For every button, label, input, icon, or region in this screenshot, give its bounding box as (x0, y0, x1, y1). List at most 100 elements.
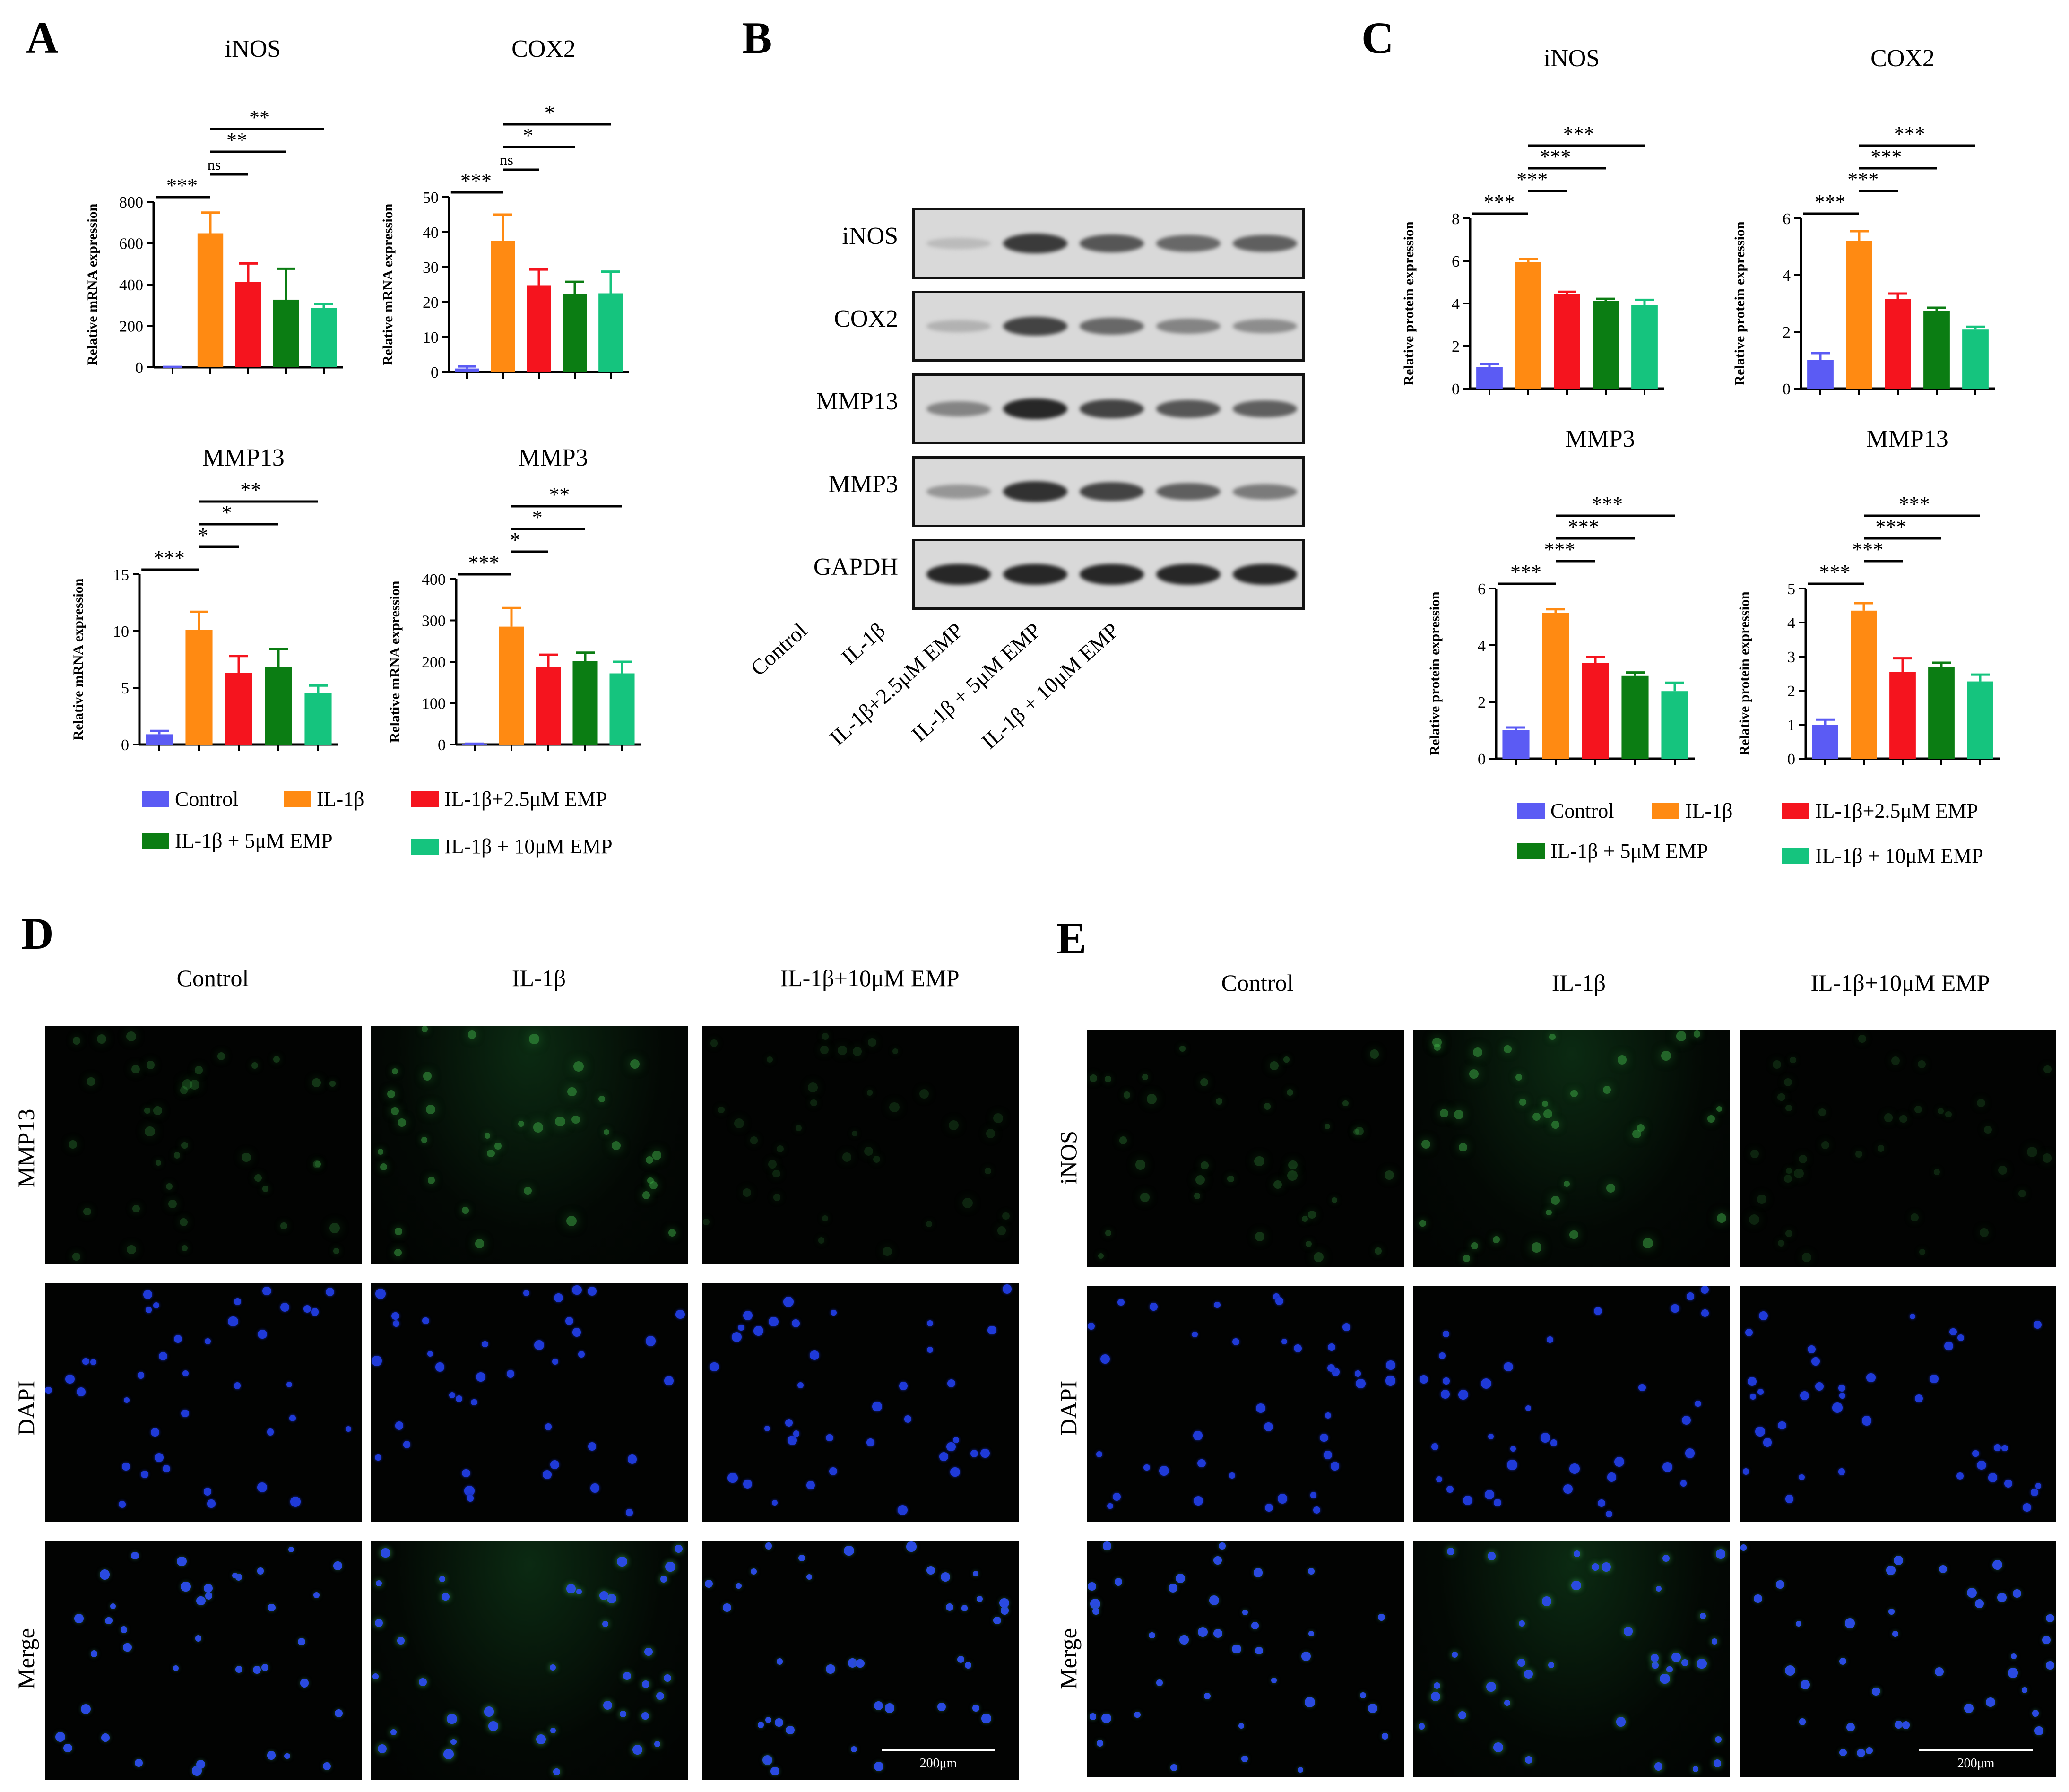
chart-a-mmp3-mrna: MMP3 0 100 200 300 400 Relative mRNA expressio… (387, 444, 641, 754)
bar (1515, 262, 1541, 389)
cell (1355, 1126, 1364, 1135)
cell (1839, 1393, 1845, 1399)
cell (1799, 1718, 1806, 1725)
cell (976, 1595, 983, 1602)
cell (1156, 1679, 1163, 1686)
cell (1418, 1723, 1425, 1730)
cell (1443, 1331, 1449, 1337)
significance-label: *** (1568, 515, 1599, 538)
cell (851, 1746, 857, 1753)
cell (919, 1089, 929, 1099)
panel-label-c: C (1361, 13, 1394, 63)
bar (1885, 299, 1911, 389)
cell (806, 1481, 815, 1490)
cell (2046, 1614, 2054, 1622)
cell (1783, 1078, 1792, 1087)
cell (1255, 1232, 1264, 1241)
cell (783, 1297, 794, 1307)
cell (1714, 1736, 1722, 1743)
cell (1643, 1238, 1653, 1249)
cell (1747, 1376, 1757, 1386)
significance-label: *** (1894, 122, 1925, 146)
bar (1846, 241, 1872, 389)
cell (143, 1290, 153, 1299)
cell (1974, 1599, 1984, 1609)
cell (421, 1137, 427, 1143)
d-micrograph-r2-c0 (45, 1541, 362, 1780)
wb-lane-label-il1b: IL-1β (836, 618, 890, 669)
cell (993, 1616, 1002, 1625)
y-tick-label: 20 (423, 294, 439, 312)
significance-label: *** (166, 174, 198, 197)
cell (105, 1617, 113, 1625)
significance-label: *** (1516, 168, 1548, 191)
cell (1569, 1463, 1580, 1474)
cell (403, 1441, 411, 1448)
y-tick-label: 3 (1787, 649, 1795, 666)
cell (1693, 1766, 1699, 1772)
y-tick-label: 100 (422, 695, 446, 713)
cell (1149, 1632, 1155, 1639)
panel-label-a: A (26, 13, 59, 63)
cell (619, 1710, 627, 1718)
cell (1369, 1049, 1379, 1059)
d-row-merge: Merge (13, 1628, 39, 1689)
y-tick-label: 50 (423, 189, 439, 207)
cell (132, 1204, 140, 1212)
cell (1799, 1155, 1808, 1164)
cell (439, 1576, 445, 1582)
cell (1100, 1354, 1110, 1364)
cell (785, 1419, 793, 1427)
significance-label: *** (1870, 145, 1902, 168)
cell (1443, 1377, 1450, 1385)
cell (796, 1125, 802, 1131)
cell (642, 1191, 650, 1199)
wb-band (1079, 234, 1144, 253)
cell (1179, 1045, 1186, 1052)
wb-band (1079, 318, 1144, 335)
cell (1433, 1043, 1441, 1051)
cell (831, 1309, 837, 1316)
cell (251, 1062, 259, 1069)
cell (523, 1290, 529, 1297)
cell (1487, 1552, 1496, 1560)
wb-label-cox2: COX2 (834, 305, 898, 332)
cell (1894, 1556, 1904, 1566)
cell (952, 1437, 960, 1443)
cell (204, 1584, 213, 1593)
cell (999, 1598, 1009, 1608)
cell (467, 1030, 476, 1039)
cell (652, 1151, 662, 1160)
legend-a: Control IL-1β IL-1β+2.5μM EMP IL-1β + 5μ… (142, 787, 662, 867)
cell (565, 1317, 574, 1325)
cell (374, 1619, 383, 1628)
cell (750, 1568, 757, 1575)
cell (1605, 1510, 1612, 1517)
cell (1945, 1111, 1952, 1118)
cell (83, 1207, 91, 1216)
e-micrograph-r1-c1 (1413, 1286, 1730, 1522)
cell (1603, 1086, 1611, 1094)
cell (2018, 1189, 2026, 1197)
cell (1213, 1628, 1222, 1638)
cell (545, 1423, 552, 1430)
cell (1716, 1213, 1726, 1223)
cell (1112, 1492, 1121, 1501)
cell (232, 1572, 238, 1578)
significance-label: *** (1819, 561, 1851, 584)
cell (1753, 1594, 1762, 1603)
cell (1800, 1391, 1809, 1401)
cell (1574, 1550, 1581, 1557)
cell (1933, 1169, 1940, 1176)
cell (625, 1509, 633, 1516)
cell (710, 1362, 719, 1372)
y-tick-label: 10 (113, 623, 129, 641)
cell (380, 1163, 388, 1171)
bar (1554, 294, 1580, 389)
d-micrograph-r0-c0 (45, 1026, 362, 1264)
cell (464, 1486, 475, 1496)
cell (1269, 1061, 1279, 1071)
cell (462, 1469, 470, 1478)
cell (488, 1721, 498, 1731)
y-tick-label: 4 (1478, 637, 1486, 655)
